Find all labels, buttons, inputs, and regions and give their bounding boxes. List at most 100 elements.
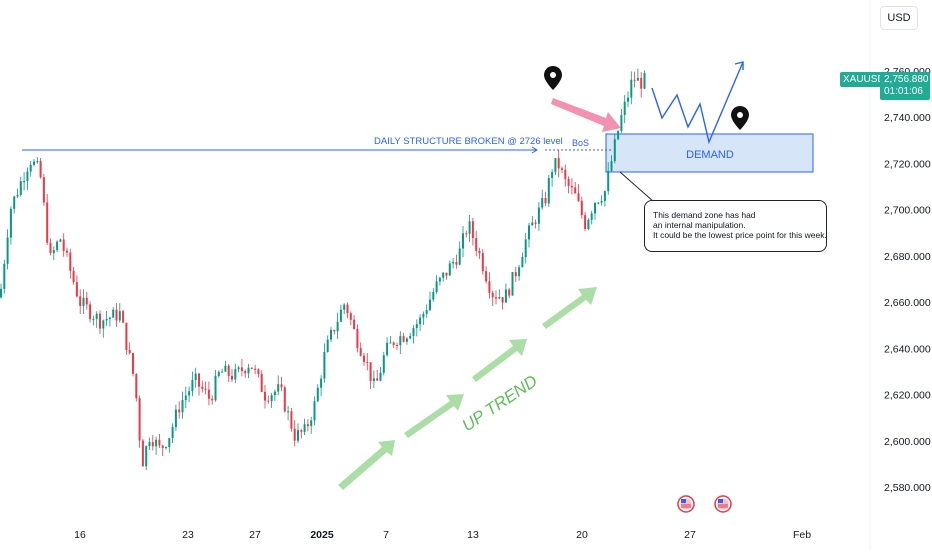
- candle-body: [567, 179, 570, 186]
- candle-body: [580, 200, 583, 216]
- candle-body: [244, 371, 247, 374]
- candle-body: [194, 373, 197, 381]
- candle-body: [59, 239, 62, 242]
- bos-label: BoS: [572, 138, 589, 148]
- candle-body: [636, 77, 639, 81]
- candle-body: [392, 342, 395, 346]
- time-tick-label: 7: [383, 529, 389, 541]
- candle-body: [82, 297, 85, 307]
- candle-body: [89, 304, 92, 320]
- price-tick-label: 2,720.000: [884, 158, 931, 170]
- candle-body: [600, 200, 603, 203]
- currency-button[interactable]: USD: [880, 6, 918, 30]
- candle-body: [191, 380, 194, 392]
- candle-body: [283, 387, 286, 412]
- candle-body: [214, 375, 217, 401]
- candle-body: [574, 187, 577, 194]
- structure-label: DAILY STRUCTURE BROKEN @ 2726 level: [374, 136, 563, 147]
- candle-body: [587, 219, 590, 229]
- candle-body: [363, 355, 365, 362]
- candle-body: [250, 367, 253, 369]
- candle-body: [141, 440, 144, 467]
- candle-body: [409, 335, 412, 339]
- candle-body: [620, 115, 623, 131]
- candle-body: [323, 351, 326, 379]
- candle-body: [359, 348, 362, 356]
- candle-body: [432, 291, 435, 300]
- candle-body: [237, 367, 240, 370]
- candle-body: [627, 97, 629, 102]
- candle-body: [260, 373, 263, 392]
- candle-body: [75, 282, 78, 297]
- candle-body: [326, 339, 329, 352]
- candle-body: [300, 430, 303, 432]
- note-callout[interactable]: This demand zone has had an internal man…: [644, 200, 827, 252]
- candle-body: [168, 438, 171, 448]
- candle-body: [640, 77, 643, 89]
- candle-body: [478, 250, 481, 254]
- candle-body: [36, 161, 39, 163]
- candle-body: [336, 321, 339, 332]
- candle-body: [155, 439, 158, 447]
- price-tick-label: 2,600.000: [884, 436, 931, 448]
- time-axis[interactable]: 16 23 27 2025 7 13 20 27 Feb: [74, 529, 811, 541]
- candle-body: [122, 311, 125, 323]
- candle-body: [534, 222, 537, 224]
- candle-body: [174, 409, 177, 428]
- candle-body: [267, 400, 270, 402]
- us-flag-event-icon[interactable]: [714, 495, 732, 513]
- candle-body: [412, 328, 415, 336]
- candle-body: [353, 319, 356, 329]
- candle-body: [379, 372, 382, 381]
- candle-body: [280, 384, 283, 388]
- location-pin-icon: [731, 106, 749, 130]
- price-tick-label: 2,620.000: [884, 390, 931, 402]
- projection-path[interactable]: [651, 61, 744, 145]
- time-tick-label: 20: [576, 529, 588, 541]
- trend-arrow-3: [472, 339, 527, 382]
- candle-body: [481, 253, 484, 272]
- candle-body: [402, 336, 405, 342]
- candle-body: [257, 369, 260, 374]
- candle-body: [419, 317, 422, 325]
- candle-body: [151, 442, 154, 447]
- candle-body: [198, 373, 200, 387]
- candle-body: [138, 398, 141, 441]
- candle-body: [366, 361, 369, 363]
- candle-body: [343, 304, 346, 310]
- candles: [0, 68, 646, 471]
- price-axis[interactable]: 2,760.0002,740.0002,720.0002,700.0002,68…: [884, 66, 931, 494]
- candle-body: [498, 297, 501, 299]
- pink-arrow: [551, 98, 621, 132]
- candle-body: [132, 353, 134, 374]
- candle-body: [270, 395, 273, 402]
- candle-body: [518, 267, 521, 277]
- candle-body: [108, 317, 111, 320]
- candle-body: [125, 322, 128, 351]
- note-line-1: This demand zone has had: [653, 210, 756, 220]
- candle-body: [372, 378, 375, 382]
- candle-body: [207, 389, 210, 399]
- candle-body: [445, 272, 448, 276]
- candle-body: [399, 336, 402, 346]
- candle-body: [23, 181, 26, 183]
- candle-body: [422, 313, 425, 318]
- candle-body: [584, 215, 587, 229]
- candle-body: [287, 411, 290, 413]
- candle-body: [468, 221, 471, 234]
- us-flag-event-icon[interactable]: [677, 495, 695, 513]
- candle-body: [603, 191, 606, 201]
- candle-body: [590, 213, 593, 220]
- candle-body: [521, 257, 524, 268]
- candle-body: [92, 319, 95, 321]
- candle-body: [438, 277, 441, 282]
- candle-body: [95, 313, 98, 320]
- candle-body: [181, 399, 184, 413]
- note-pointer: [619, 171, 655, 203]
- candle-body: [148, 442, 151, 447]
- candle-body: [224, 365, 227, 372]
- candle-body: [3, 263, 6, 289]
- candle-body: [13, 196, 16, 209]
